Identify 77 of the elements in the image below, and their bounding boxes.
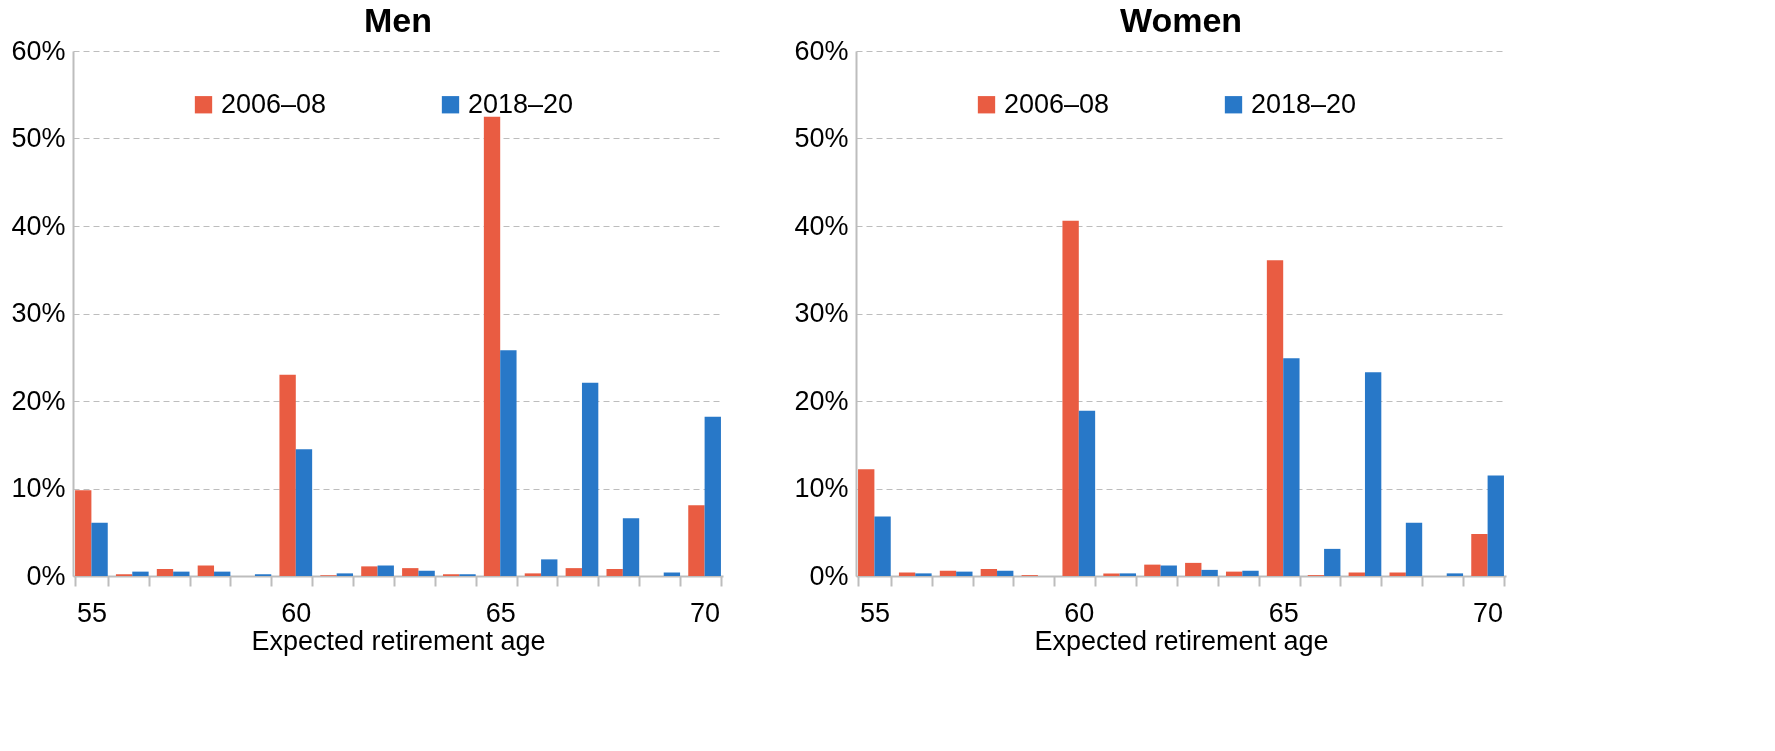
y-tick-label: 0% xyxy=(809,560,849,591)
x-tick-label: 55 xyxy=(76,597,107,628)
bar xyxy=(336,573,354,576)
bar xyxy=(622,518,640,576)
y-tick-label: 50% xyxy=(794,123,849,153)
bar xyxy=(418,570,435,576)
x-tick-label: 55 xyxy=(859,597,890,628)
x-axis-title: Expected retirement age xyxy=(251,625,546,656)
bar xyxy=(197,565,215,576)
legend-label: 2006–08 xyxy=(1004,88,1110,119)
bar xyxy=(1487,475,1504,576)
bar xyxy=(156,569,174,576)
bar xyxy=(483,116,501,576)
bar xyxy=(1446,573,1464,576)
bar xyxy=(132,571,149,576)
bar xyxy=(91,522,108,576)
chart-title: Men xyxy=(364,1,432,39)
bar xyxy=(1471,534,1488,576)
x-axis-title: Expected retirement age xyxy=(1034,625,1329,656)
y-tick-label: 40% xyxy=(11,210,66,241)
chart-title: Women xyxy=(1119,1,1243,39)
bar xyxy=(500,350,517,576)
legend-label: 2018–20 xyxy=(468,88,574,119)
bar xyxy=(581,382,599,576)
bar xyxy=(1266,260,1284,576)
bar xyxy=(1283,358,1300,576)
bar xyxy=(377,565,394,576)
bar xyxy=(1078,410,1096,576)
bar xyxy=(173,571,190,576)
bar xyxy=(361,566,378,576)
y-tick-label: 10% xyxy=(794,473,849,503)
bar xyxy=(688,505,705,576)
bar xyxy=(956,571,973,576)
x-tick-label: 65 xyxy=(1268,597,1299,628)
bar xyxy=(858,469,875,576)
bar xyxy=(1062,220,1079,576)
bar xyxy=(980,569,998,576)
bar xyxy=(874,516,891,576)
y-tick-label: 60% xyxy=(11,35,66,66)
bar xyxy=(541,559,558,576)
y-tick-label: 30% xyxy=(794,298,849,328)
bar xyxy=(295,449,313,576)
bar xyxy=(1242,570,1259,576)
y-tick-label: 0% xyxy=(26,560,66,591)
bar xyxy=(1364,372,1382,576)
y-tick-label: 60% xyxy=(794,35,849,66)
bar xyxy=(1160,565,1177,576)
bar xyxy=(402,568,419,576)
bar xyxy=(1119,573,1137,576)
bar xyxy=(524,573,542,576)
legend-label: 2006–08 xyxy=(221,88,327,119)
y-tick-label: 50% xyxy=(11,123,66,153)
x-tick-label: 70 xyxy=(1473,597,1504,628)
bar xyxy=(915,573,932,576)
bar xyxy=(279,374,296,576)
x-tick-label: 65 xyxy=(485,597,516,628)
bar xyxy=(704,416,721,576)
legend-label: 2018–20 xyxy=(1251,88,1357,119)
bar xyxy=(75,490,92,576)
bar xyxy=(565,568,582,576)
bar xyxy=(1405,522,1423,576)
y-tick-label: 30% xyxy=(11,298,66,328)
bar xyxy=(606,569,623,576)
bar xyxy=(1201,569,1218,576)
x-tick-label: 70 xyxy=(690,597,721,628)
y-tick-label: 10% xyxy=(11,473,66,503)
bar xyxy=(1324,548,1341,576)
x-tick-label: 60 xyxy=(281,597,312,628)
y-tick-label: 40% xyxy=(794,210,849,241)
bar xyxy=(939,570,957,576)
x-tick-label: 60 xyxy=(1064,597,1095,628)
bar xyxy=(1103,573,1120,576)
bar xyxy=(997,570,1014,576)
y-tick-label: 20% xyxy=(794,385,849,416)
y-tick-label: 20% xyxy=(11,385,66,416)
bar xyxy=(1144,564,1161,576)
bar xyxy=(1185,562,1202,576)
